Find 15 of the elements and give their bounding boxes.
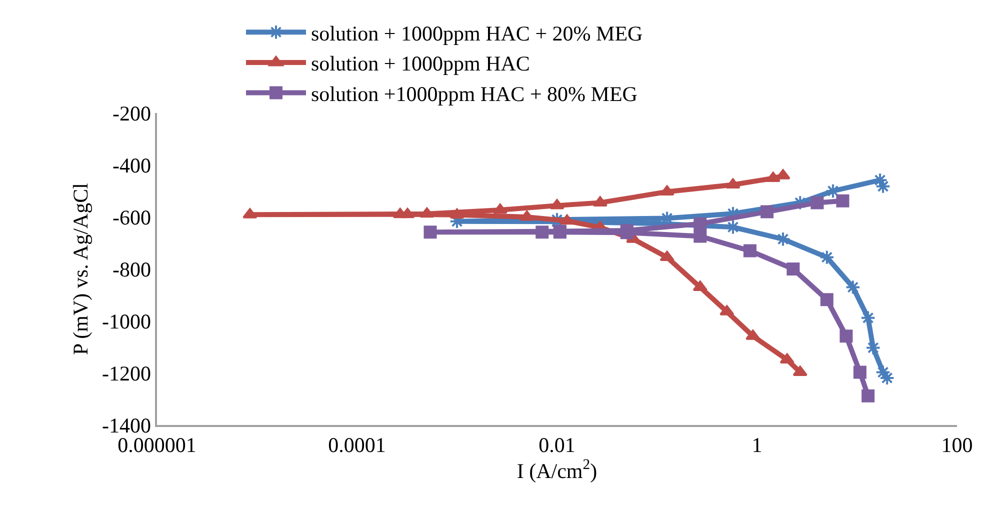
y-axis-title: P (mV) vs. Ag/AgCl <box>68 182 93 355</box>
x-axis-title: I (A/cm$^{2}$) <box>516 456 598 483</box>
legend-label: solution + 1000ppm HAC <box>311 52 530 76</box>
y-tick-label: -1200 <box>102 361 152 386</box>
y-tick-label: -600 <box>112 205 152 230</box>
x-tick-label: 0.0001 <box>328 432 386 457</box>
y-tick-label: -200 <box>112 101 152 126</box>
y-tick-label: -1000 <box>102 309 152 334</box>
x-tick-label: 1 <box>752 432 762 457</box>
y-tick-label: -800 <box>112 257 152 282</box>
x-tick-label: 100 <box>941 432 973 457</box>
legend-label: solution + 1000ppm HAC + 20% MEG <box>311 21 643 46</box>
x-tick-label: 0.01 <box>538 432 576 457</box>
y-tick-label: -400 <box>112 153 152 178</box>
legend-label: solution +1000ppm HAC + 80% MEG <box>311 82 638 106</box>
